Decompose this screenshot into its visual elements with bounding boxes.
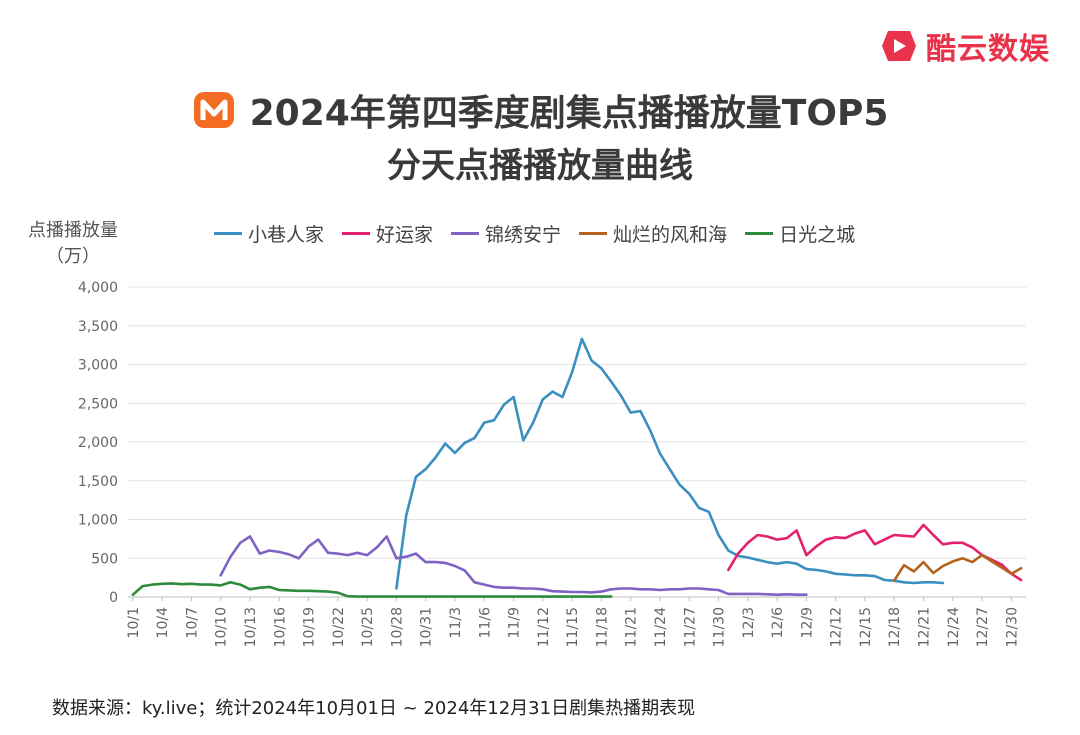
- x-tick-label: 12/15: [858, 607, 874, 647]
- x-tick-label: 12/24: [946, 607, 962, 647]
- x-tick-label: 10/19: [302, 607, 318, 647]
- y-tick-label: 3,000: [78, 358, 118, 374]
- x-tick-label: 12/3: [741, 607, 757, 638]
- x-tick-label: 12/12: [829, 607, 845, 647]
- legend-item: 好运家: [342, 220, 433, 247]
- y-axis-label: 点播播放量 （万）: [28, 218, 118, 270]
- x-tick-label: 10/25: [360, 607, 376, 647]
- x-tick-label: 11/12: [536, 607, 552, 647]
- x-tick-label: 12/27: [975, 607, 991, 647]
- x-tick-label: 12/9: [799, 607, 815, 638]
- data-source-note: 数据来源：ky.live；统计2024年10月01日 ~ 2024年12月31日…: [52, 698, 696, 719]
- chart-subtitle: 分天点播播放量曲线: [387, 146, 693, 186]
- series-line-好运家: [726, 523, 1023, 582]
- x-tick-label: 10/10: [214, 607, 230, 647]
- series-line-灿烂的风和海: [892, 553, 1023, 583]
- series-line-日光之城: [131, 580, 613, 598]
- y-tick-label: 500: [91, 551, 118, 567]
- legend-label: 灿烂的风和海: [613, 224, 728, 246]
- mango-tv-logo-icon: [193, 92, 234, 128]
- x-tick-label: 12/6: [770, 607, 786, 639]
- x-tick-label: 11/18: [594, 607, 610, 647]
- legend-label: 好运家: [376, 224, 434, 246]
- legend: 小巷人家 好运家 锦绣安宁 灿烂的风和海 日光之城: [214, 220, 855, 247]
- y-axis-label-line1: 点播播放量: [28, 220, 118, 241]
- series-line-锦绣安宁: [219, 535, 808, 597]
- play-logo-icon: [882, 31, 916, 61]
- legend-item: 日光之城: [745, 220, 855, 247]
- legend-label: 锦绣安宁: [485, 224, 562, 246]
- legend-swatch: [451, 232, 480, 235]
- series-line-小巷人家: [395, 337, 945, 590]
- x-tick-label: 11/24: [653, 607, 669, 647]
- x-tick-label: 12/30: [1004, 607, 1020, 647]
- title-row: 2024年第四季度剧集点播播放量TOP5: [0, 84, 1080, 136]
- legend-item: 灿烂的风和海: [579, 220, 727, 247]
- legend-item: 小巷人家: [214, 220, 324, 247]
- x-tick-label: 11/6: [477, 607, 493, 639]
- legend-swatch: [214, 232, 242, 235]
- x-tick-label: 12/21: [917, 607, 933, 647]
- x-tick-label: 10/7: [184, 607, 200, 638]
- x-tick-label: 11/27: [682, 607, 698, 647]
- x-tick-label: 11/21: [624, 607, 640, 647]
- y-tick-label: 2,000: [78, 435, 118, 451]
- y-tick-label: 4,000: [78, 280, 118, 296]
- x-tick-label: 11/15: [565, 607, 581, 647]
- x-tick-label: 10/28: [389, 607, 405, 647]
- legend-label: 日光之城: [779, 224, 856, 246]
- legend-swatch: [342, 232, 371, 235]
- x-tick-label: 11/9: [507, 607, 523, 638]
- y-axis-label-line2: （万）: [46, 246, 100, 267]
- x-tick-label: 11/3: [448, 607, 464, 638]
- y-tick-label: 1,000: [78, 513, 118, 529]
- x-tick-label: 10/4: [155, 607, 171, 639]
- legend-label: 小巷人家: [248, 224, 325, 246]
- x-tick-label: 10/16: [272, 607, 288, 647]
- brand-name: 酷云数娱: [926, 32, 1050, 67]
- y-tick-label: 3,500: [78, 319, 118, 335]
- x-tick-label: 10/13: [243, 607, 259, 647]
- x-tick-label: 12/18: [887, 607, 903, 647]
- x-tick-label: 10/31: [419, 607, 435, 647]
- legend-swatch: [579, 232, 608, 235]
- brand: 酷云数娱: [880, 24, 1050, 68]
- y-tick-label: 1,500: [78, 474, 118, 490]
- x-tick-label: 10/1: [126, 607, 142, 638]
- x-tick-label: 11/30: [712, 607, 728, 647]
- legend-swatch: [745, 232, 774, 235]
- chart-title: 2024年第四季度剧集点播播放量TOP5: [249, 93, 889, 134]
- y-tick-label: 0: [109, 590, 118, 606]
- x-tick-label: 10/22: [331, 607, 347, 647]
- y-tick-label: 2,500: [78, 396, 118, 412]
- legend-item: 锦绣安宁: [451, 220, 561, 247]
